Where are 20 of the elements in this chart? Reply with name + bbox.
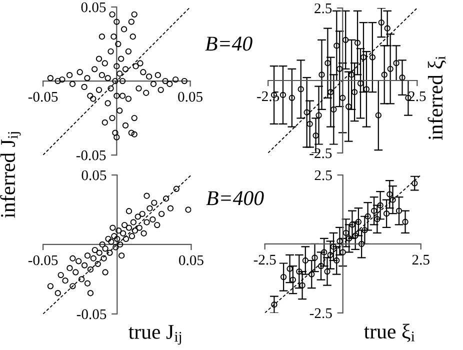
text: B=40 — [205, 36, 252, 51]
y-tick-label: 0.05 — [81, 2, 106, 12]
x-axis-title: true J$_{ij}$ — [128, 325, 182, 345]
x-tick-label: -0.05 — [28, 255, 58, 266]
x-tick-label: -2.5 — [254, 254, 276, 265]
y-tick-label: -2.5 — [310, 308, 332, 318]
x-tick-label: 0.05 — [178, 92, 202, 102]
x-tick-label: 0.05 — [179, 255, 204, 266]
y-tick-label: -0.05 — [76, 309, 106, 320]
y-tick-label: 2.5 — [314, 170, 332, 180]
text: B=400 — [206, 191, 264, 206]
x-tick-label: 2.5 — [412, 254, 430, 265]
y-tick-label: -2.5 — [310, 148, 332, 158]
y-axis-title: inferred ξ$_{i}$ — [428, 56, 446, 140]
y-tick-label: 2.5 — [314, 3, 332, 14]
x-axis-title: true ξ$_{i}$ — [364, 324, 415, 342]
y-tick-label: -0.05 — [76, 150, 106, 160]
y-axis-title: inferred J$_{ij}$ — [0, 132, 21, 218]
y-tick-label: 0.05 — [82, 170, 106, 180]
x-tick-label: -0.05 — [28, 92, 58, 102]
